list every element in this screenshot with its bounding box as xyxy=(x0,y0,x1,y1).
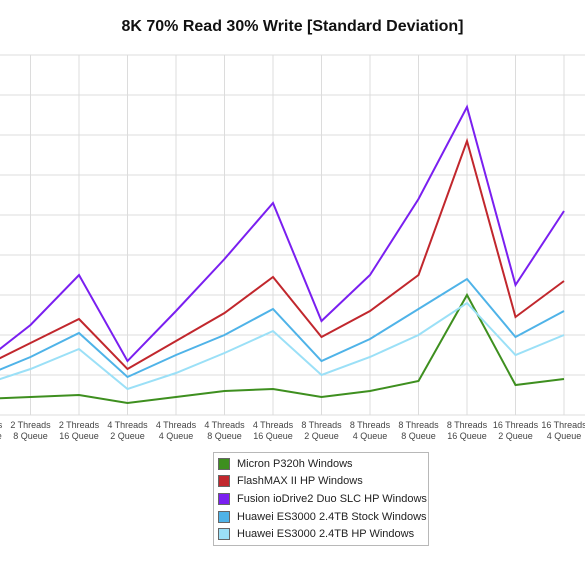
x-tick-label-line: 4 Threads xyxy=(253,420,294,430)
legend-label: Micron P320h Windows xyxy=(237,457,353,470)
x-tick-label: 8 Threads 8 Queue xyxy=(398,420,439,441)
x-tick-label-line: 8 Queue xyxy=(13,431,48,441)
x-tick-label-line: 8 Queue xyxy=(207,431,242,441)
chart-title: 8K 70% Read 30% Write [Standard Deviatio… xyxy=(121,18,464,35)
x-tick-label-line: 2 Threads xyxy=(10,420,51,430)
legend-swatch xyxy=(218,528,230,541)
series-line-2 xyxy=(0,104,565,363)
x-tick-label: 8 Threads 4 Queue xyxy=(350,420,391,441)
x-tick-label-line: 8 Threads xyxy=(447,420,488,430)
x-tick-label: 4 Threads 2 Queue xyxy=(107,420,148,441)
legend-swatch xyxy=(218,457,230,470)
x-tick-label: 4 Threads 4 Queue xyxy=(156,420,197,441)
x-tick-label-line: 8 Queue xyxy=(401,431,436,441)
x-tick-label: 2 Threads 16 Queue xyxy=(59,420,100,441)
x-tick-label: 8 Threads 16 Queue xyxy=(447,420,488,441)
x-tick-label-line: 4 Threads xyxy=(204,420,245,430)
legend-label: Huawei ES3000 2.4TB Stock Windows xyxy=(237,510,427,523)
x-tick-label-line: 4 Threads xyxy=(107,420,148,430)
x-tick-label-line: 2 Threads xyxy=(59,420,100,430)
series-line-1 xyxy=(0,137,565,371)
legend-item: Micron P320h Windows xyxy=(214,455,428,473)
x-tick-label-line: 4 Threads xyxy=(156,420,197,430)
x-tick-label-line: 4 Queue xyxy=(353,431,388,441)
x-tick-label-line: 2 Queue xyxy=(498,431,533,441)
x-tick-label-line: 16 Queue xyxy=(447,431,487,441)
series-line-3 xyxy=(0,277,565,379)
x-tick-label-line: 8 Threads xyxy=(398,420,439,430)
legend-label: Fusion ioDrive2 Duo SLC HP Windows xyxy=(237,492,427,505)
x-tick-label-line: 16 Queue xyxy=(0,431,2,441)
x-tick-label-line: 4 Queue xyxy=(159,431,194,441)
legend-label: FlashMAX II HP Windows xyxy=(237,475,363,488)
x-tick-label-line: 16 Threads xyxy=(541,420,585,430)
x-tick-label: 2 Threads 8 Queue xyxy=(10,420,51,441)
legend-swatch xyxy=(218,492,230,505)
x-tick-label: 8 Threads 2 Queue xyxy=(301,420,342,441)
series-lines xyxy=(0,104,565,405)
legend-label: Huawei ES3000 2.4TB HP Windows xyxy=(237,528,415,541)
legend-item: Huawei ES3000 2.4TB Stock Windows xyxy=(214,508,428,526)
x-tick-label-line: 2 Queue xyxy=(304,431,339,441)
legend-item: Huawei ES3000 2.4TB HP Windows xyxy=(214,525,428,543)
x-tick-label: 16 Threads 4 Queue xyxy=(541,420,585,441)
x-tick-label: 4 Threads 8 Queue xyxy=(204,420,245,441)
series-line-4 xyxy=(0,301,565,391)
x-tick-label-line: 4 Queue xyxy=(547,431,582,441)
x-tick-label-line: 16 Queue xyxy=(59,431,99,441)
legend-swatch xyxy=(218,475,230,488)
x-tick-label: 4 Threads 16 Queue xyxy=(253,420,294,441)
legend-item: Fusion ioDrive2 Duo SLC HP Windows xyxy=(214,490,428,508)
series-line-0 xyxy=(0,292,565,405)
x-tick-label-line: 16 Queue xyxy=(253,431,293,441)
x-tick-label-line: 8 Threads xyxy=(301,420,342,430)
legend: Micron P320h Windows FlashMAX II HP Windo… xyxy=(213,452,429,546)
x-tick-label: 16 Threads 2 Queue xyxy=(493,420,539,441)
x-tick-label-line: 2 Queue xyxy=(110,431,145,441)
grid-lines xyxy=(0,54,585,416)
legend-swatch xyxy=(218,510,230,523)
x-tick-label-line: 1 Threads xyxy=(0,420,3,430)
legend-item: FlashMAX II HP Windows xyxy=(214,473,428,491)
x-tick-label-line: 16 Threads xyxy=(493,420,539,430)
x-tick-label-line: 8 Threads xyxy=(350,420,391,430)
